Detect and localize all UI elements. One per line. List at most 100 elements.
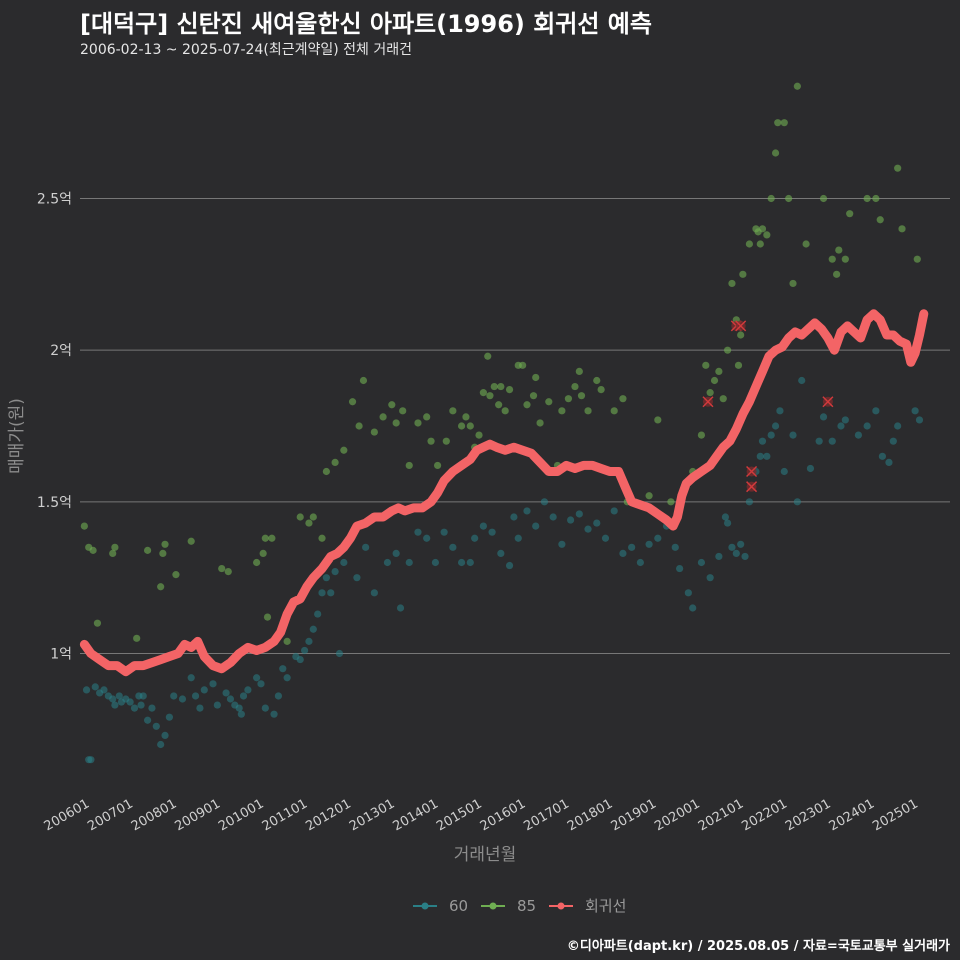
data-point-60: [505, 561, 514, 570]
data-point-85: [737, 331, 745, 339]
data-point-85: [143, 546, 152, 554]
x-tick-label: 202401: [827, 796, 877, 834]
data-point-85: [536, 419, 544, 427]
data-point-85: [331, 458, 339, 466]
data-point-85: [109, 549, 117, 558]
data-point-85: [449, 407, 457, 415]
data-point-60: [497, 549, 505, 558]
data-point-60: [209, 680, 217, 688]
data-point-60: [567, 516, 575, 524]
data-point-85: [706, 389, 714, 397]
data-point-85: [318, 534, 326, 542]
data-point-85: [414, 419, 422, 427]
data-point-85: [296, 513, 304, 521]
data-point-85: [379, 413, 387, 421]
data-point-60: [471, 534, 479, 542]
data-point-60: [798, 376, 806, 385]
data-point-85: [571, 382, 579, 391]
data-point-60: [148, 704, 156, 712]
data-point-60: [793, 498, 801, 506]
data-point-60: [296, 655, 304, 664]
data-point-85: [484, 352, 492, 360]
data-point-85: [610, 407, 618, 415]
legend-swatch-dot: [489, 902, 497, 910]
x-tick-label: 202001: [652, 796, 702, 834]
data-point-85: [833, 270, 841, 278]
data-point-60: [532, 522, 540, 530]
data-point-85: [523, 401, 531, 409]
data-point-85: [597, 386, 605, 394]
data-point-85: [475, 431, 483, 439]
data-point-60: [449, 543, 457, 551]
data-point-85: [370, 428, 378, 436]
data-point-60: [392, 549, 400, 558]
data-point-60: [706, 574, 714, 582]
data-point-85: [898, 225, 906, 233]
data-point-85: [157, 583, 165, 591]
x-tick-label: 201001: [216, 796, 266, 834]
data-point-60: [370, 589, 378, 597]
x-tick-label: 201701: [521, 796, 571, 834]
cancel-marker-cross: [746, 465, 758, 478]
data-point-85: [501, 407, 509, 415]
data-point-60: [728, 543, 736, 551]
data-point-60: [780, 467, 788, 476]
data-point-85: [253, 558, 261, 567]
data-point-85: [497, 382, 505, 391]
data-point-60: [111, 701, 119, 709]
y-axis-title: 매매가(원): [7, 398, 27, 474]
data-point-85: [774, 119, 782, 127]
data-point-85: [259, 549, 267, 558]
data-point-60: [327, 589, 335, 597]
data-point-60: [178, 695, 187, 703]
x-tick-label: 202201: [739, 796, 789, 834]
legend-swatch-dot: [421, 902, 429, 910]
data-point-60: [619, 549, 627, 558]
data-point-60: [610, 507, 618, 515]
data-point-85: [433, 461, 442, 470]
data-point-85: [133, 634, 141, 642]
data-point-60: [737, 540, 745, 548]
data-point-85: [322, 467, 330, 476]
data-point-85: [564, 395, 573, 403]
footer-credit: ©디아파트(dapt.kr) / 2025.08.05 / 자료=국토교통부 실…: [566, 939, 950, 954]
data-point-60: [237, 710, 245, 718]
data-point-85: [913, 255, 921, 263]
data-point-60: [549, 513, 557, 521]
data-point-60: [87, 756, 95, 764]
data-point-85: [763, 231, 771, 239]
data-point-85: [802, 240, 810, 248]
data-point-60: [741, 552, 749, 561]
data-point-85: [767, 194, 775, 203]
data-point-60: [776, 407, 784, 415]
data-point-60: [137, 701, 145, 709]
data-point-60: [318, 589, 326, 597]
data-point-60: [100, 686, 108, 694]
data-point-60: [222, 689, 230, 697]
x-tick-label: 201101: [260, 796, 310, 834]
data-point-60: [161, 731, 169, 740]
data-point-85: [654, 416, 662, 424]
data-point-60: [431, 558, 440, 567]
data-point-60: [767, 431, 775, 439]
data-point-60: [819, 413, 828, 421]
data-point-85: [172, 571, 180, 579]
data-point-60: [828, 437, 836, 445]
data-point-60: [300, 646, 309, 655]
data-point-60: [261, 704, 269, 712]
data-point-60: [115, 692, 123, 700]
data-point-85: [159, 549, 167, 558]
data-point-60: [628, 543, 636, 551]
data-point-60: [244, 686, 252, 694]
data-point-60: [414, 528, 422, 536]
data-point-60: [170, 692, 178, 700]
data-point-85: [793, 82, 801, 90]
data-point-60: [593, 519, 601, 527]
data-point-85: [702, 361, 710, 369]
data-point-85: [785, 194, 793, 203]
data-point-85: [161, 540, 169, 548]
data-point-85: [734, 361, 743, 369]
data-point-60: [723, 519, 732, 527]
data-point-85: [835, 246, 843, 254]
data-point-85: [224, 568, 232, 576]
